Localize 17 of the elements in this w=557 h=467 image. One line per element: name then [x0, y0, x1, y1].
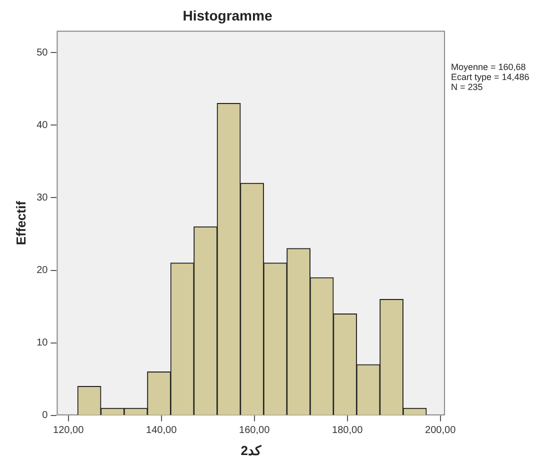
y-tick-label: 20 — [36, 265, 48, 276]
y-tick-label: 0 — [42, 410, 48, 422]
y-axis-title: Effectif — [13, 200, 28, 246]
x-tick-label: 120,00 — [53, 425, 84, 436]
chart-title: Histogramme — [182, 7, 272, 24]
y-tick-label: 10 — [36, 338, 48, 349]
text: N = 235 — [451, 82, 483, 92]
y-tick-label: 50 — [36, 47, 48, 58]
x-tick-label: 160,00 — [239, 425, 270, 436]
x-tick-label: 200,00 — [425, 425, 456, 436]
y-tick-label: 40 — [36, 120, 48, 131]
text: Moyenne = 160,68 — [451, 62, 526, 72]
x-tick-label: 180,00 — [332, 425, 364, 436]
y-tick-label: 30 — [36, 192, 48, 204]
x-axis-title: 2كد — [240, 442, 262, 458]
x-tick-label: 140,00 — [146, 425, 178, 436]
text: Ecart type = 14,486 — [451, 72, 530, 82]
